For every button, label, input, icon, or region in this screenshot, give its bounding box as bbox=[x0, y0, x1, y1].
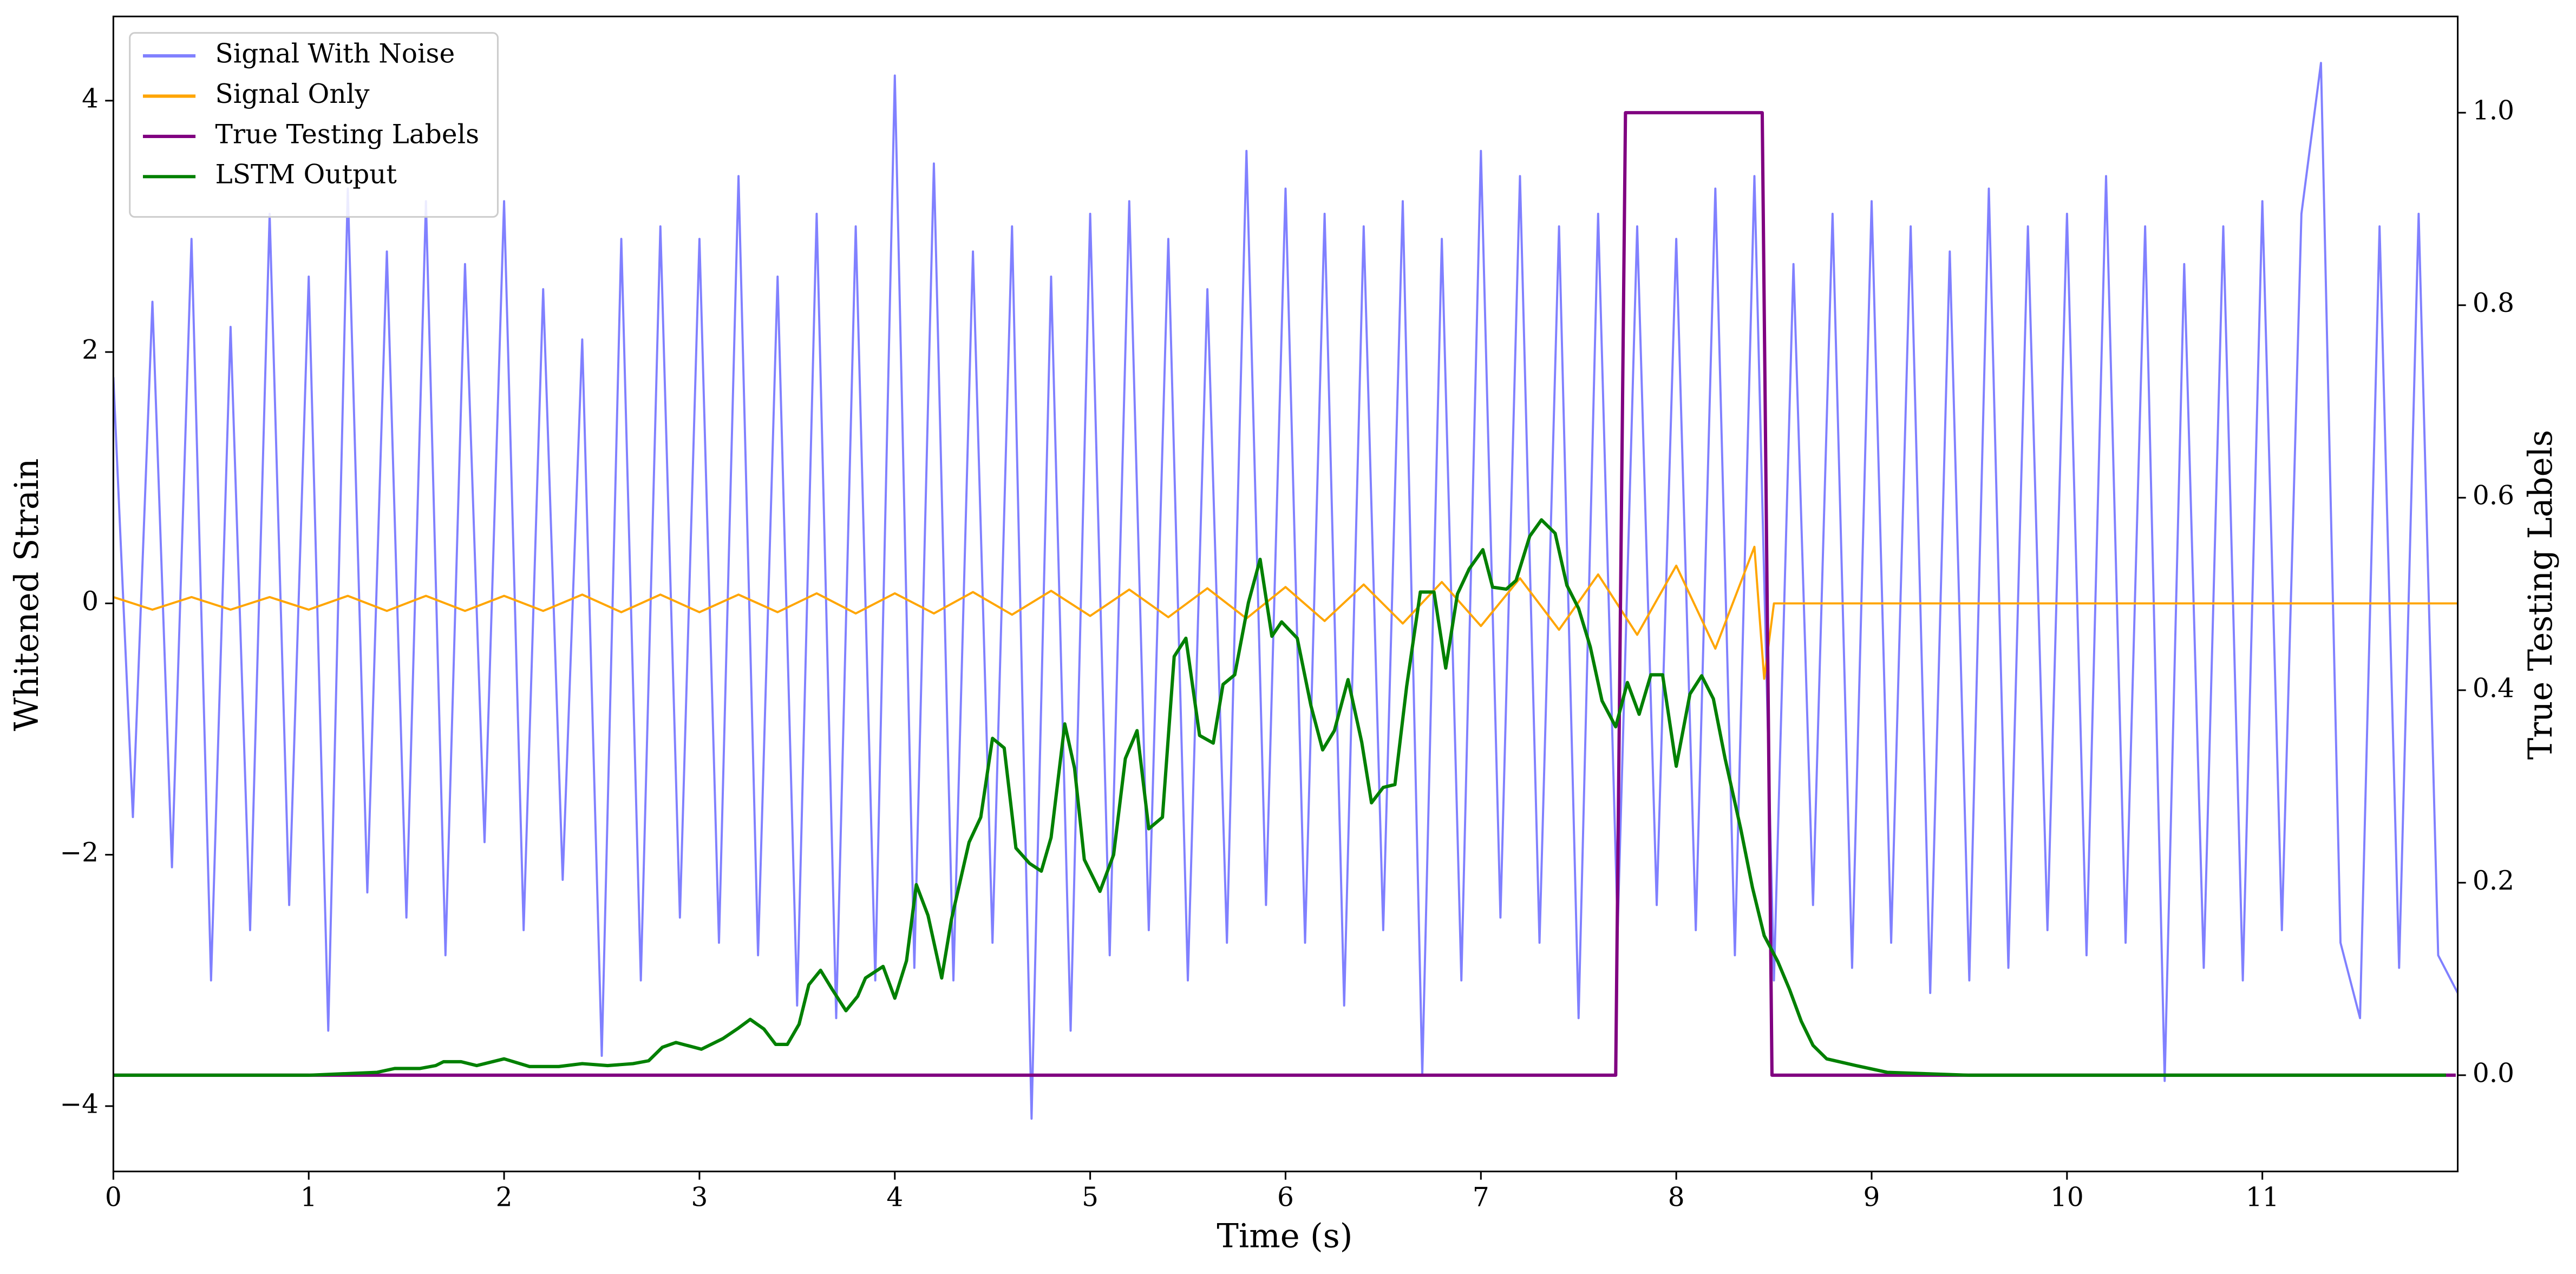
y-tick-label: −2 bbox=[60, 838, 99, 868]
legend-label: True Testing Labels bbox=[215, 119, 480, 149]
x-tick-label: 0 bbox=[105, 1182, 122, 1213]
y2-axis-label: True Testing Labels bbox=[2522, 430, 2560, 760]
y2-tick-label: 0.6 bbox=[2473, 481, 2514, 511]
y-tick-label: 0 bbox=[82, 586, 99, 617]
x-tick-label: 5 bbox=[1082, 1182, 1099, 1213]
y2-tick-label: 0.2 bbox=[2473, 866, 2514, 896]
series-line bbox=[113, 518, 2446, 1077]
legend-box bbox=[129, 32, 499, 218]
y-tick-label: 4 bbox=[82, 83, 99, 114]
x-tick-label: 10 bbox=[2050, 1182, 2084, 1213]
legend: Signal With Noise Signal Only True Testing… bbox=[129, 32, 499, 218]
x-axis-label: Time (s) bbox=[1217, 1218, 1352, 1256]
series-line bbox=[113, 111, 2456, 1077]
x-tick-label: 9 bbox=[1864, 1182, 1880, 1213]
legend-label: Signal With Noise bbox=[215, 39, 455, 69]
y2-tick-label: 0.8 bbox=[2473, 288, 2514, 318]
x-tick-label: 8 bbox=[1668, 1182, 1685, 1213]
legend-label: LSTM Output bbox=[215, 160, 397, 190]
x-tick-label: 3 bbox=[691, 1182, 708, 1213]
series-line bbox=[113, 545, 2458, 680]
y-axis-label: Whitened Strain bbox=[8, 459, 46, 731]
x-tick-label: 1 bbox=[300, 1182, 317, 1213]
y-tick-label: 2 bbox=[82, 335, 99, 365]
x-tick-label: 7 bbox=[1473, 1182, 1489, 1213]
x-tick-label: 6 bbox=[1277, 1182, 1294, 1213]
x-tick-label: 11 bbox=[2246, 1182, 2279, 1213]
y2-tick-label: 0.0 bbox=[2473, 1058, 2514, 1088]
y2-tick-label: 0.4 bbox=[2473, 673, 2514, 703]
y2-tick-label: 1.0 bbox=[2473, 96, 2514, 126]
plot-frame bbox=[112, 15, 2459, 1173]
series-line bbox=[113, 62, 2458, 1120]
legend-label: Signal Only bbox=[215, 79, 370, 109]
x-tick-label: 4 bbox=[886, 1182, 903, 1213]
y-tick-label: −4 bbox=[60, 1089, 99, 1119]
x-tick-label: 2 bbox=[496, 1182, 513, 1213]
